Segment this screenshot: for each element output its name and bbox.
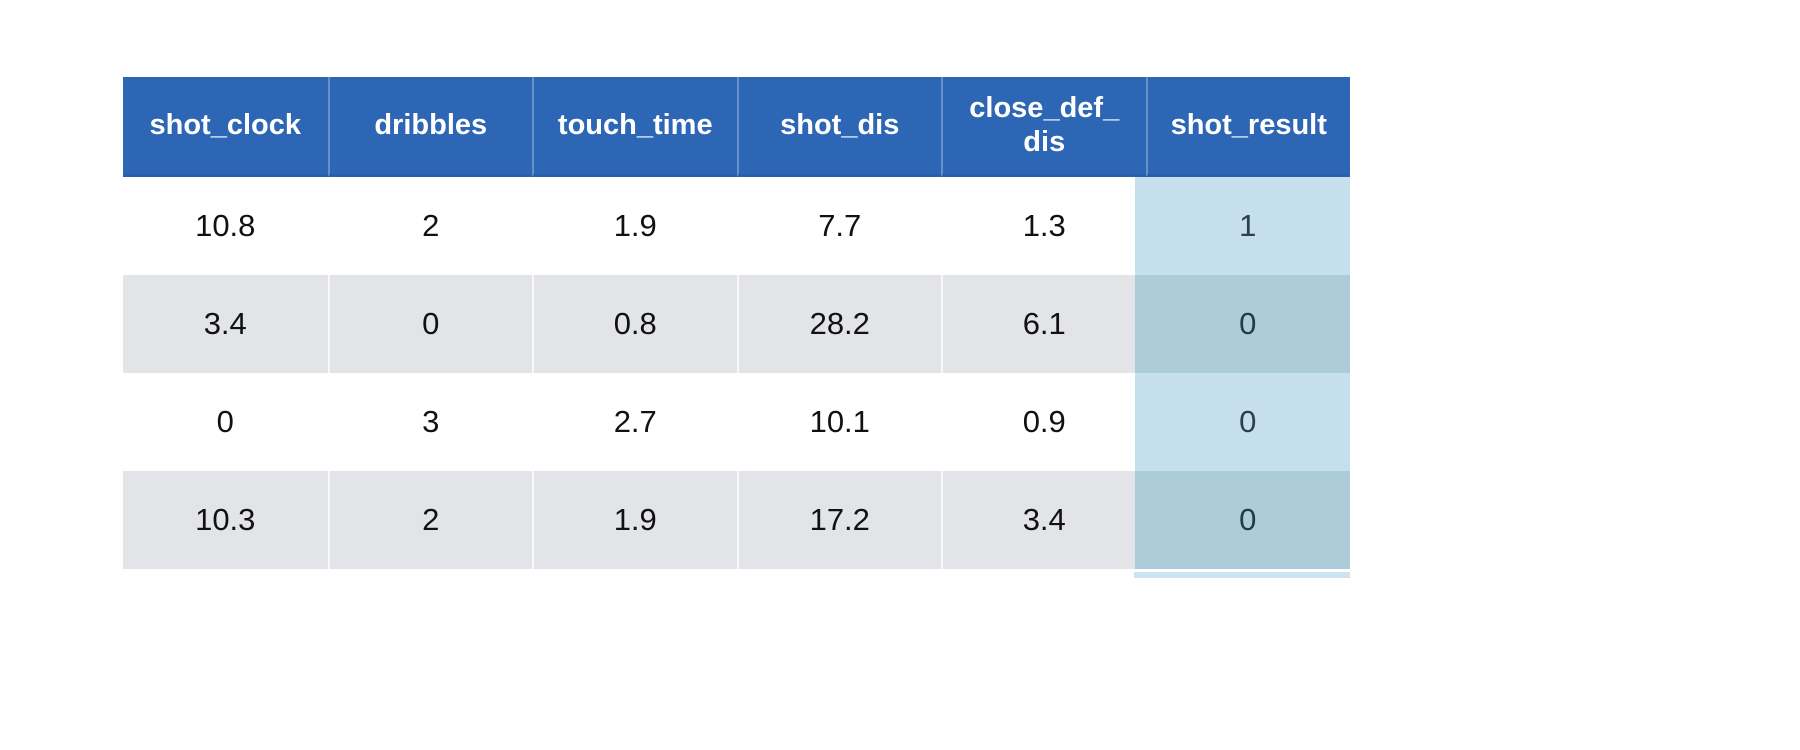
table-row: 3.4 0 0.8 28.2 6.1 0 xyxy=(123,275,1350,373)
table-cell: 1.3 xyxy=(941,177,1146,275)
column-header-shot-dis: shot_dis xyxy=(736,77,941,177)
table-cell: 2.7 xyxy=(532,373,737,471)
table-cell: 3.4 xyxy=(941,471,1146,569)
header-row: shot_clock dribbles touch_time shot_dis … xyxy=(123,77,1350,177)
data-table: shot_clock dribbles touch_time shot_dis … xyxy=(123,77,1350,569)
table-cell: 10.8 xyxy=(123,177,328,275)
table-cell-highlighted: 0 xyxy=(1145,471,1350,569)
table-cell-highlighted: 1 xyxy=(1145,177,1350,275)
table-cell: 2 xyxy=(327,471,532,569)
table-cell: 0 xyxy=(123,373,328,471)
table-row: 0 3 2.7 10.1 0.9 0 xyxy=(123,373,1350,471)
table-cell: 7.7 xyxy=(736,177,941,275)
table-cell: 2 xyxy=(327,177,532,275)
table-cell-highlighted: 0 xyxy=(1145,275,1350,373)
table-cell: 28.2 xyxy=(736,275,941,373)
column-header-touch-time: touch_time xyxy=(532,77,737,177)
table-cell: 17.2 xyxy=(736,471,941,569)
table-cell: 0.8 xyxy=(532,275,737,373)
column-header-shot-result: shot_result xyxy=(1145,77,1350,177)
table-cell: 0.9 xyxy=(941,373,1146,471)
column-header-shot-clock: shot_clock xyxy=(123,77,328,177)
table-cell: 6.1 xyxy=(941,275,1146,373)
column-header-close-def-dis: close_def_ dis xyxy=(941,77,1146,177)
table-cell: 10.3 xyxy=(123,471,328,569)
table-cell: 1.9 xyxy=(532,471,737,569)
table-cell: 3.4 xyxy=(123,275,328,373)
highlight-column-bottom-strip xyxy=(1134,572,1350,578)
table-cell-highlighted: 0 xyxy=(1145,373,1350,471)
table-row: 10.8 2 1.9 7.7 1.3 1 xyxy=(123,177,1350,275)
table-cell: 1.9 xyxy=(532,177,737,275)
column-header-dribbles: dribbles xyxy=(327,77,532,177)
table-cell: 0 xyxy=(327,275,532,373)
table-cell: 10.1 xyxy=(736,373,941,471)
table-row: 10.3 2 1.9 17.2 3.4 0 xyxy=(123,471,1350,569)
table-cell: 3 xyxy=(327,373,532,471)
